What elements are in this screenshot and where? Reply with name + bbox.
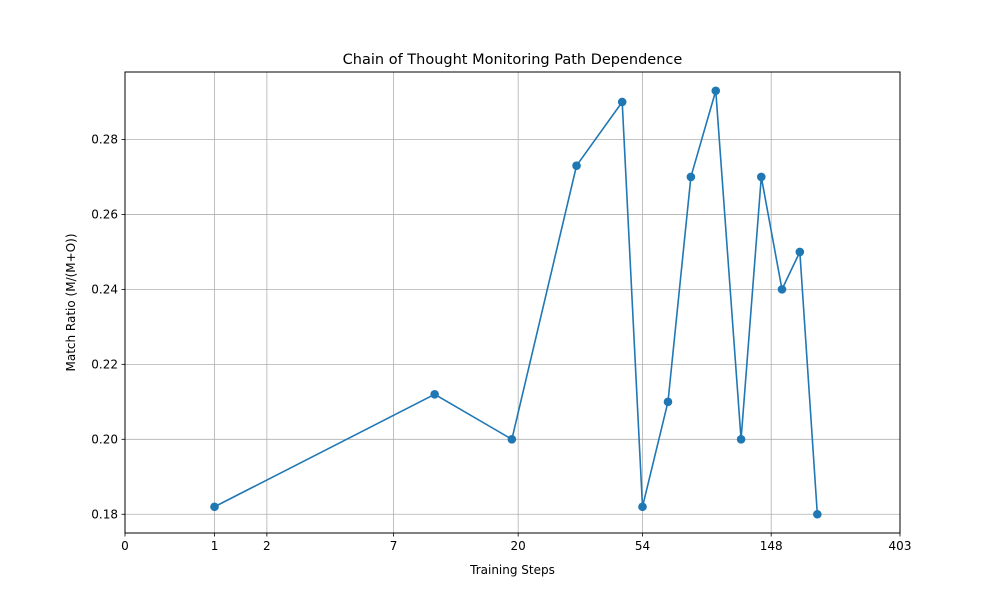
data-point	[795, 247, 805, 257]
data-point	[756, 172, 766, 182]
grid-lines	[124, 72, 901, 533]
x-tick-label: 0	[121, 539, 129, 553]
series-points-layer	[210, 86, 822, 519]
chart-title: Chain of Thought Monitoring Path Depende…	[343, 52, 683, 68]
plot-frame	[124, 71, 901, 534]
y-tick-label: 0.18	[91, 507, 118, 521]
x-tick-label: 403	[889, 539, 912, 553]
data-point	[736, 435, 746, 444]
data-point	[638, 502, 647, 512]
data-point	[617, 97, 627, 107]
x-tick-label: 1	[211, 539, 219, 553]
x-tick-label: 7	[390, 539, 398, 553]
x-axis-label: Training Steps	[469, 563, 555, 577]
y-tick-label: 0.28	[91, 132, 118, 146]
data-point	[711, 86, 721, 96]
x-tick-label: 54	[635, 539, 650, 553]
y-axis-label: Match Ratio (M/(M+O))	[64, 233, 78, 371]
data-point	[507, 435, 517, 444]
x-tick-label: 20	[511, 539, 526, 553]
x-tick-label: 2	[263, 539, 271, 553]
x-tick-label: 148	[760, 539, 783, 553]
y-tick-label: 0.22	[91, 357, 118, 371]
series-line-layer	[214, 89, 819, 515]
y-tick-label: 0.26	[91, 207, 118, 221]
x-axis-ticks: 0 1 2 7 20 54 148 403	[121, 533, 911, 553]
y-tick-label: 0.20	[91, 432, 118, 446]
data-point	[813, 509, 822, 519]
y-tick-label: 0.24	[91, 282, 118, 296]
data-point	[663, 397, 673, 407]
data-point	[430, 390, 439, 399]
data-point	[686, 172, 696, 182]
data-point	[777, 285, 787, 294]
data-point	[210, 502, 219, 512]
y-axis-ticks: 0.18 0.20 0.22 0.24 0.26 0.28	[91, 132, 125, 521]
data-point	[572, 161, 581, 170]
series-line	[214, 89, 819, 515]
